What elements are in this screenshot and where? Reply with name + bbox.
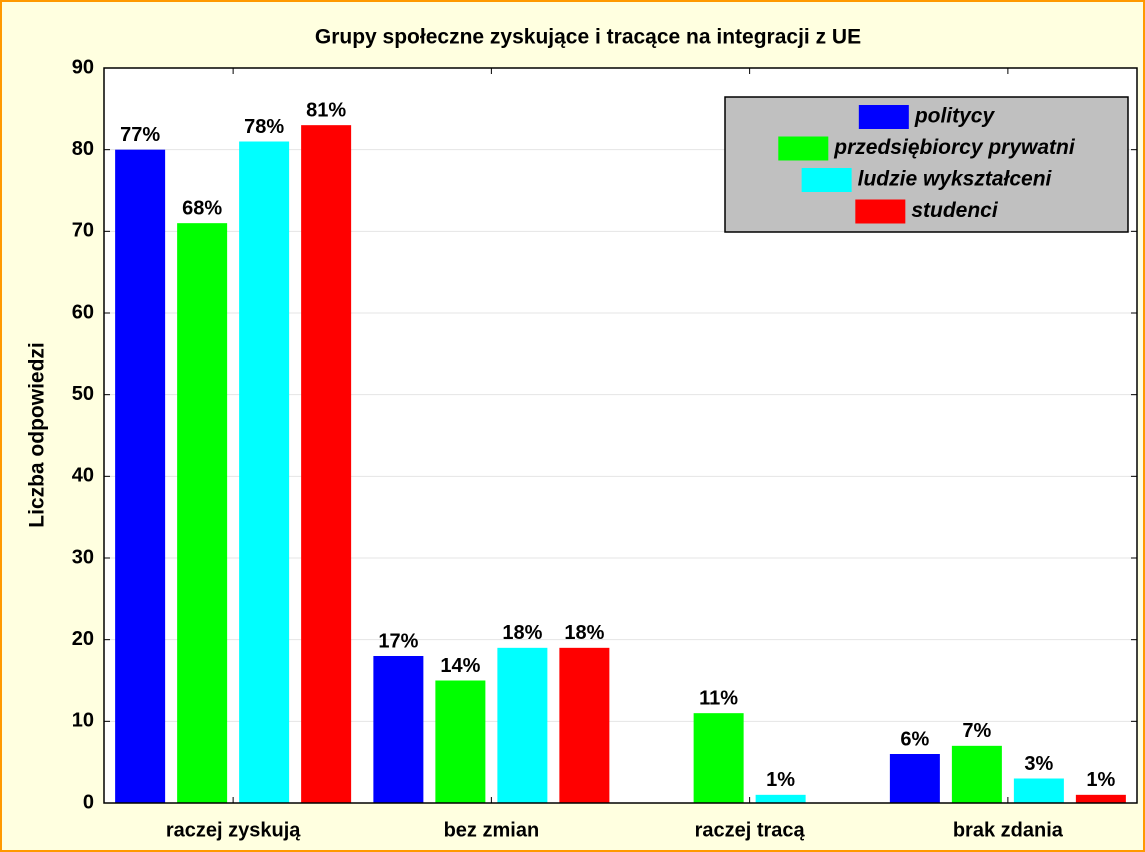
- bar: [115, 149, 166, 803]
- data-label: 3%: [1024, 753, 1053, 775]
- bar: [373, 656, 424, 803]
- legend-label: ludzie wykształceni: [858, 168, 1053, 191]
- y-tick-label: 20: [72, 628, 94, 650]
- y-tick-label: 80: [72, 138, 94, 160]
- legend-label: przedsiębiorcy prywatni: [833, 136, 1076, 159]
- bar: [301, 125, 352, 803]
- x-tick-label: raczej zyskują: [166, 819, 301, 841]
- bar: [889, 754, 940, 803]
- legend-swatch: [801, 168, 852, 192]
- bar: [1075, 794, 1126, 803]
- chart-title: Grupy społeczne zyskujące i tracące na i…: [315, 26, 861, 49]
- y-tick-label: 50: [72, 383, 94, 405]
- bar: [1013, 778, 1064, 803]
- legend-swatch: [855, 199, 906, 224]
- data-label: 18%: [502, 622, 542, 644]
- legend-swatch: [778, 136, 829, 161]
- bar: [693, 713, 744, 803]
- bar: [497, 647, 548, 803]
- bar: [951, 745, 1002, 803]
- data-label: 81%: [306, 99, 346, 121]
- bar: [239, 141, 290, 803]
- data-label: 77%: [120, 124, 160, 146]
- bar: [435, 680, 486, 803]
- legend-label: studenci: [911, 199, 999, 222]
- y-tick-label: 30: [72, 546, 94, 568]
- legend-swatch: [858, 105, 909, 129]
- data-label: 68%: [182, 197, 222, 219]
- bar: [559, 647, 610, 803]
- data-label: 7%: [962, 720, 991, 742]
- y-tick-label: 90: [72, 56, 94, 78]
- y-tick-label: 60: [72, 301, 94, 323]
- bar: [177, 223, 228, 803]
- data-label: 17%: [378, 630, 418, 652]
- legend-box: [724, 96, 1129, 233]
- data-label: 18%: [564, 622, 604, 644]
- data-label: 1%: [1086, 769, 1115, 791]
- y-tick-label: 0: [83, 791, 94, 813]
- data-label: 14%: [440, 655, 480, 677]
- data-label: 6%: [900, 728, 929, 750]
- y-tick-label: 70: [72, 220, 94, 242]
- y-tick-label: 40: [72, 465, 94, 487]
- legend: politycy przedsiębiorcy prywatni ludzie wy…: [724, 96, 1129, 233]
- data-label: 11%: [699, 687, 738, 709]
- data-label: 1%: [766, 769, 795, 791]
- x-tick-label: raczej tracą: [695, 819, 806, 841]
- legend-label: politycy: [914, 105, 996, 128]
- x-tick-label: bez zmian: [444, 819, 540, 841]
- x-tick-label: brak zdania: [953, 819, 1064, 841]
- data-label: 78%: [244, 116, 284, 138]
- y-tick-label: 10: [72, 710, 94, 732]
- bar: [755, 794, 806, 803]
- plot-frame: [103, 67, 1138, 804]
- y-axis-label: Liczba odpowiedzi: [26, 342, 49, 528]
